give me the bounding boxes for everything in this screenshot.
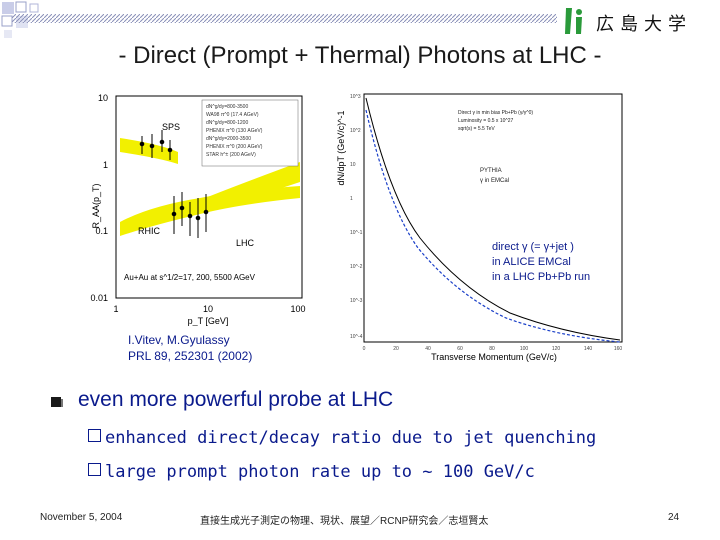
svg-text:60: 60 [457, 346, 463, 352]
page-number: 24 [668, 512, 680, 523]
header-divider-bar [12, 14, 557, 23]
region-label-sps: SPS [162, 122, 180, 132]
svg-text:10^-1: 10^-1 [350, 230, 363, 236]
pythia-label: PYTHIA [480, 168, 502, 174]
sub-bullet-text: large prompt photon rate up to ~ 100 GeV… [105, 462, 535, 482]
svg-text:WA98 π^0 (17.4 AGeV): WA98 π^0 (17.4 AGeV) [206, 112, 259, 118]
svg-text:STAR h^± (200 AGeV): STAR h^± (200 AGeV) [206, 152, 256, 158]
y-tick-label: 1 [103, 160, 108, 170]
svg-text:dN^g/dy=800-1200: dN^g/dy=800-1200 [206, 120, 248, 126]
y-tick-label: 0.01 [90, 293, 108, 303]
svg-text:40: 40 [425, 346, 431, 352]
bullet-square-icon [51, 397, 63, 407]
svg-text:Luminosity = 0.5 x 10^27: Luminosity = 0.5 x 10^27 [458, 118, 514, 124]
reference-journal: PRL 89, 252301 (2002) [128, 349, 253, 363]
svg-text:120: 120 [552, 346, 561, 352]
alice-emcal-annotation: direct γ (= γ+jet ) in ALICE EMCal in a … [492, 240, 590, 285]
slide-title: - Direct (Prompt + Thermal) Photons at L… [118, 42, 602, 69]
annotation-line: in ALICE EMCal [492, 256, 571, 268]
checkbox-bullet-icon [88, 463, 101, 476]
svg-text:10^3: 10^3 [350, 94, 361, 100]
region-label-lhc: LHC [236, 238, 255, 248]
svg-text:10^-3: 10^-3 [350, 298, 363, 304]
sps-band [120, 138, 178, 164]
x-axis-label: p_T [GeV] [188, 316, 229, 326]
spectrum-curve-dashed [365, 109, 621, 343]
university-name: 広島大学 [596, 14, 692, 35]
annotation-line: in a LHC Pb+Pb run [492, 271, 591, 283]
svg-text:80: 80 [489, 346, 495, 352]
svg-text:dN^g/dy=2000-3500: dN^g/dy=2000-3500 [206, 136, 251, 142]
left-figure-reference: I.Vitev, M.Gyulassy PRL 89, 252301 (2002… [128, 332, 252, 364]
university-logo: 広島大学 [562, 4, 702, 38]
photon-spectrum-figure: dN/dpT (GeV/c)^-1 10^3 10^2 10 1 10^-1 1… [330, 88, 630, 366]
footer-date: November 5, 2004 [40, 512, 123, 523]
y-axis-label: dN/dpT (GeV/c)^-1 [336, 110, 346, 185]
x-axis-label: Transverse Momentum (GeV/c) [431, 352, 557, 362]
lhc-band [200, 162, 300, 212]
svg-text:20: 20 [393, 346, 399, 352]
emcal-label: γ in EMCal [480, 178, 509, 184]
x-tick-label: 1 [113, 304, 118, 314]
svg-text:10^-4: 10^-4 [350, 334, 363, 340]
svg-text:dN^g/dy=800-3500: dN^g/dy=800-3500 [206, 104, 248, 110]
sub-bullet-text: enhanced direct/decay ratio due to jet q… [105, 428, 597, 448]
svg-text:10: 10 [350, 162, 356, 168]
svg-text:1: 1 [350, 196, 353, 202]
sub-bullet-1: enhanced direct/decay ratio due to jet q… [88, 428, 596, 448]
region-label-rhic: RHIC [138, 226, 160, 236]
y-tick-label: 10 [98, 93, 108, 103]
reference-authors: I.Vitev, M.Gyulassy [128, 333, 230, 347]
svg-text:160: 160 [614, 346, 623, 352]
annotation-line: direct γ (= γ+jet ) [492, 241, 574, 253]
y-axis-label: R_AA(p_T) [91, 183, 101, 228]
rhic-band [120, 186, 300, 236]
svg-text:Direct γ in min bias Pb+Pb (γ/: Direct γ in min bias Pb+Pb (γ/γ^0) [458, 110, 533, 116]
svg-text:sqrt(s) = 5.5 TeV: sqrt(s) = 5.5 TeV [458, 126, 495, 132]
raa-plot-figure: 10 1 0.1 0.01 1 10 100 p_T [GeV] R_AA(p_… [90, 86, 312, 326]
plot-caption: Au+Au at s^1/2=17, 200, 5500 AGeV [124, 273, 256, 282]
svg-text:PHENIX π^0 (200 AGeV): PHENIX π^0 (200 AGeV) [206, 144, 263, 150]
x-tick-label: 100 [290, 304, 305, 314]
checkbox-bullet-icon [88, 429, 101, 442]
svg-text:10^2: 10^2 [350, 128, 361, 134]
university-emblem-icon [565, 8, 582, 34]
svg-text:PHENIX π^0 (130 AGeV): PHENIX π^0 (130 AGeV) [206, 128, 263, 134]
main-bullet-text: even more powerful probe at LHC [78, 388, 394, 411]
sub-bullet-2: large prompt photon rate up to ~ 100 GeV… [88, 462, 535, 482]
x-tick-label: 10 [203, 304, 213, 314]
svg-text:10^-2: 10^-2 [350, 264, 363, 270]
y-tick-label: 0.1 [95, 226, 108, 236]
svg-text:0: 0 [363, 346, 366, 352]
footer-event: 直接生成光子測定の物理、現状、展望／RCNP研究会／志垣賢太 [200, 516, 489, 527]
spectrum-curve-solid [365, 97, 621, 341]
svg-text:100: 100 [520, 346, 529, 352]
svg-text:140: 140 [584, 346, 593, 352]
